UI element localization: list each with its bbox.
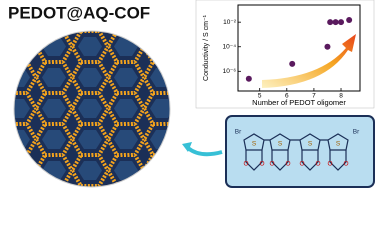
point [332, 19, 339, 26]
cyan-arrow-head [182, 142, 192, 152]
atom-label: O [269, 161, 274, 168]
title: PEDOT@AQ-COF [8, 3, 150, 22]
atom-label: O [315, 161, 320, 168]
atom-label: O [259, 161, 264, 168]
atom-label: O [285, 161, 290, 168]
atom-label: S [308, 141, 313, 148]
trend-arrow [262, 34, 356, 88]
atom-label: O [343, 161, 348, 168]
point [327, 19, 334, 26]
y-tick-label: 10⁻² [223, 19, 237, 26]
cyan-arrow [186, 146, 223, 157]
atom-label: O [327, 161, 332, 168]
atom-label: S [336, 141, 341, 148]
x-tick-label: 5 [258, 93, 262, 100]
figure: PEDOT@AQ-COF Conductivity / S cm⁻¹ Numbe… [8, 0, 375, 188]
point [324, 43, 331, 50]
atom-label: Br [235, 129, 242, 136]
x-tick-label: 7 [312, 93, 316, 100]
point [338, 19, 345, 26]
molecule-bonds [243, 133, 349, 171]
y-tick-label: 10⁻⁶ [223, 68, 237, 75]
plot-frame [237, 4, 361, 92]
point [289, 60, 296, 67]
molecule-panel [225, 115, 375, 188]
y-axis-label: Conductivity / S cm⁻¹ [203, 14, 210, 81]
plot: 5 6 7 8 10⁻² 10⁻⁴ 10⁻⁶ [223, 17, 353, 100]
x-tick-label: 8 [339, 93, 343, 100]
cof-border [13, 30, 171, 188]
atom-label: S [252, 141, 257, 148]
point [346, 17, 353, 24]
x-tick-label: 6 [285, 93, 289, 100]
y-tick-label: 10⁻⁴ [223, 43, 237, 50]
atom-label: O [299, 161, 304, 168]
page: {"title": "PEDOT@AQ-COF", "chart_data": … [8, 0, 375, 188]
x-axis-label: Number of PEDOT oligomer [252, 98, 346, 107]
atom-label: Br [353, 129, 360, 136]
atom-label: O [243, 161, 248, 168]
atom-label: S [278, 141, 283, 148]
point [245, 75, 252, 82]
cof-image [14, 31, 170, 187]
